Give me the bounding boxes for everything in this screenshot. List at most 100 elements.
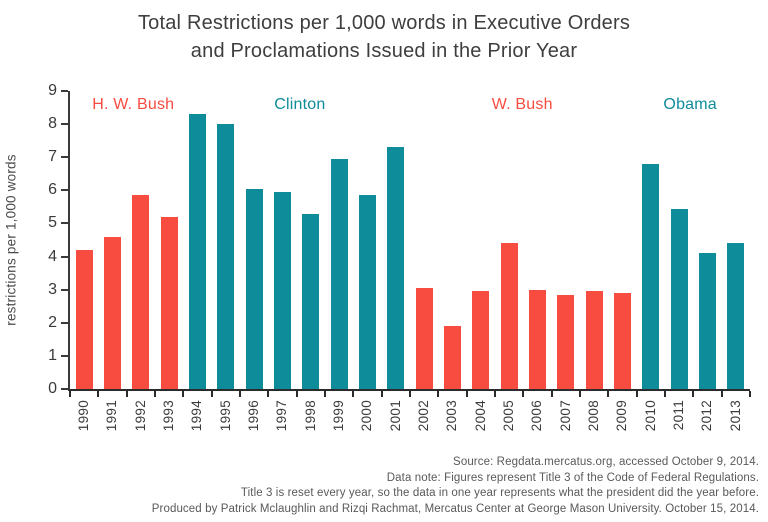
footer-line-4: Produced by Patrick Mclaughlin and Rizqi…	[151, 502, 759, 515]
footer-line-1: Source: Regdata.mercatus.org, accessed O…	[453, 456, 759, 468]
y-tick-label-6: 6	[48, 181, 57, 199]
x-tick-label-1996: 1996	[246, 400, 262, 432]
x-tick-mark-10	[352, 391, 355, 397]
x-tick-label-2007: 2007	[557, 400, 573, 432]
x-tick-mark-21	[664, 391, 666, 397]
x-tick-mark-14	[465, 391, 468, 397]
x-tick-label-2000: 2000	[359, 400, 375, 432]
y-tick-label-1: 1	[48, 346, 57, 364]
y-tick-mark-3	[61, 288, 68, 291]
x-tick-label-2004: 2004	[472, 400, 488, 432]
y-tick-mark-6	[61, 189, 68, 192]
x-label-slot-1998: 1998	[302, 400, 319, 455]
x-tick-label-1999: 1999	[331, 400, 347, 432]
x-tick-label-2001: 2001	[387, 400, 403, 432]
bar-1999	[330, 158, 348, 389]
bar-2002	[415, 288, 433, 389]
x-tick-label-2003: 2003	[444, 400, 460, 432]
x-tick-mark-9	[324, 391, 326, 397]
x-tick-label-1995: 1995	[217, 400, 233, 432]
y-tick-mark-9	[61, 90, 68, 92]
x-tick-mark-5	[210, 391, 213, 397]
x-label-slot-2002: 2002	[416, 400, 433, 455]
x-label-slot-2010: 2010	[642, 400, 659, 455]
x-axis-labels: 1990 1991 1992 1993 1994 1995 1996 1997 1998 1999…	[70, 400, 750, 455]
x-tick-label-2002: 2002	[416, 400, 432, 432]
bar-2012	[698, 253, 716, 389]
x-label-slot-1994: 1994	[189, 400, 206, 455]
footer-notes: Source: Regdata.mercatus.org, accessed O…	[9, 455, 759, 517]
x-tick-label-2012: 2012	[699, 400, 715, 432]
x-tick-mark-19	[607, 391, 610, 397]
footer-line-2: Data note: Figures represent Title 3 of …	[386, 471, 759, 484]
x-label-slot-2012: 2012	[699, 400, 716, 455]
x-tick-label-2008: 2008	[586, 400, 602, 432]
bar-2001	[387, 147, 405, 389]
x-tick-mark-1	[97, 391, 100, 397]
x-label-slot-2009: 2009	[614, 400, 631, 455]
era-label-w-bush: W. Bush	[491, 96, 553, 113]
bar-1990	[75, 249, 93, 389]
x-tick-label-2010: 2010	[642, 400, 658, 432]
bar-1993	[160, 216, 178, 389]
era-label-h-w-bush: H. W. Bush	[92, 96, 175, 113]
chart-title-line-1: Total Restrictions per 1,000 words in Ex…	[137, 12, 631, 34]
x-tick-label-2011: 2011	[671, 400, 687, 431]
x-tick-label-2009: 2009	[614, 400, 630, 432]
x-tick-mark-23	[720, 391, 723, 397]
x-tick-label-2005: 2005	[501, 400, 517, 432]
bar-1991	[103, 236, 121, 389]
x-tick-mark-3	[154, 391, 156, 397]
x-label-slot-1990: 1990	[76, 400, 93, 455]
x-label-slot-2000: 2000	[359, 400, 376, 455]
x-label-slot-2011: 2011	[671, 400, 688, 455]
footer-line-3: Title 3 is reset every year, so the data…	[240, 487, 759, 499]
y-axis-title: restrictions per 1,000 words	[3, 154, 19, 326]
y-tick-label-2: 2	[48, 313, 57, 331]
x-tick-mark-4	[182, 391, 185, 397]
era-label-obama: Obama	[663, 96, 717, 113]
x-tick-label-2006: 2006	[529, 400, 545, 432]
y-tick-label-9: 9	[48, 82, 57, 99]
x-tick-mark-11	[380, 391, 383, 397]
x-tick-label-1992: 1992	[132, 400, 148, 432]
x-label-slot-2008: 2008	[586, 400, 603, 455]
x-label-slot-1993: 1993	[161, 400, 178, 455]
x-label-slot-2003: 2003	[444, 400, 461, 455]
x-tick-mark-6	[239, 391, 241, 397]
x-tick-mark-12	[409, 391, 411, 397]
x-tick-mark-24	[749, 391, 751, 397]
y-tick-mark-7	[61, 156, 68, 159]
x-tick-mark-7	[267, 391, 270, 397]
bar-1998	[302, 213, 320, 389]
x-tick-label-1998: 1998	[302, 400, 318, 432]
bar-1994	[188, 114, 206, 389]
x-tick-mark-13	[437, 391, 440, 397]
bar-2003	[443, 326, 461, 389]
bar-2011	[670, 208, 688, 389]
x-tick-mark-18	[579, 391, 581, 397]
x-tick-label-1993: 1993	[161, 400, 177, 432]
x-label-slot-1992: 1992	[132, 400, 149, 455]
x-tick-mark-22	[692, 391, 695, 397]
chart-title: Total Restrictions per 1,000 words in Ex…	[0, 9, 768, 65]
x-tick-mark-8	[295, 391, 298, 397]
x-tick-mark-17	[550, 391, 553, 397]
y-tick-mark-4	[61, 255, 68, 258]
bar-2004	[472, 291, 490, 389]
bar-2006	[528, 289, 546, 389]
y-tick-mark-5	[61, 222, 68, 225]
x-label-slot-1995: 1995	[217, 400, 234, 455]
x-tick-mark-15	[494, 391, 496, 397]
x-label-slot-1997: 1997	[274, 400, 291, 455]
bar-1992	[132, 195, 150, 389]
x-label-slot-2006: 2006	[529, 400, 546, 455]
bar-2000	[358, 195, 376, 389]
y-tick-mark-0	[61, 388, 68, 390]
y-tick-mark-1	[61, 354, 68, 357]
x-label-slot-1991: 1991	[104, 400, 121, 455]
x-label-slot-2007: 2007	[557, 400, 574, 455]
bar-2005	[500, 243, 518, 389]
x-tick-label-1990: 1990	[76, 400, 92, 432]
